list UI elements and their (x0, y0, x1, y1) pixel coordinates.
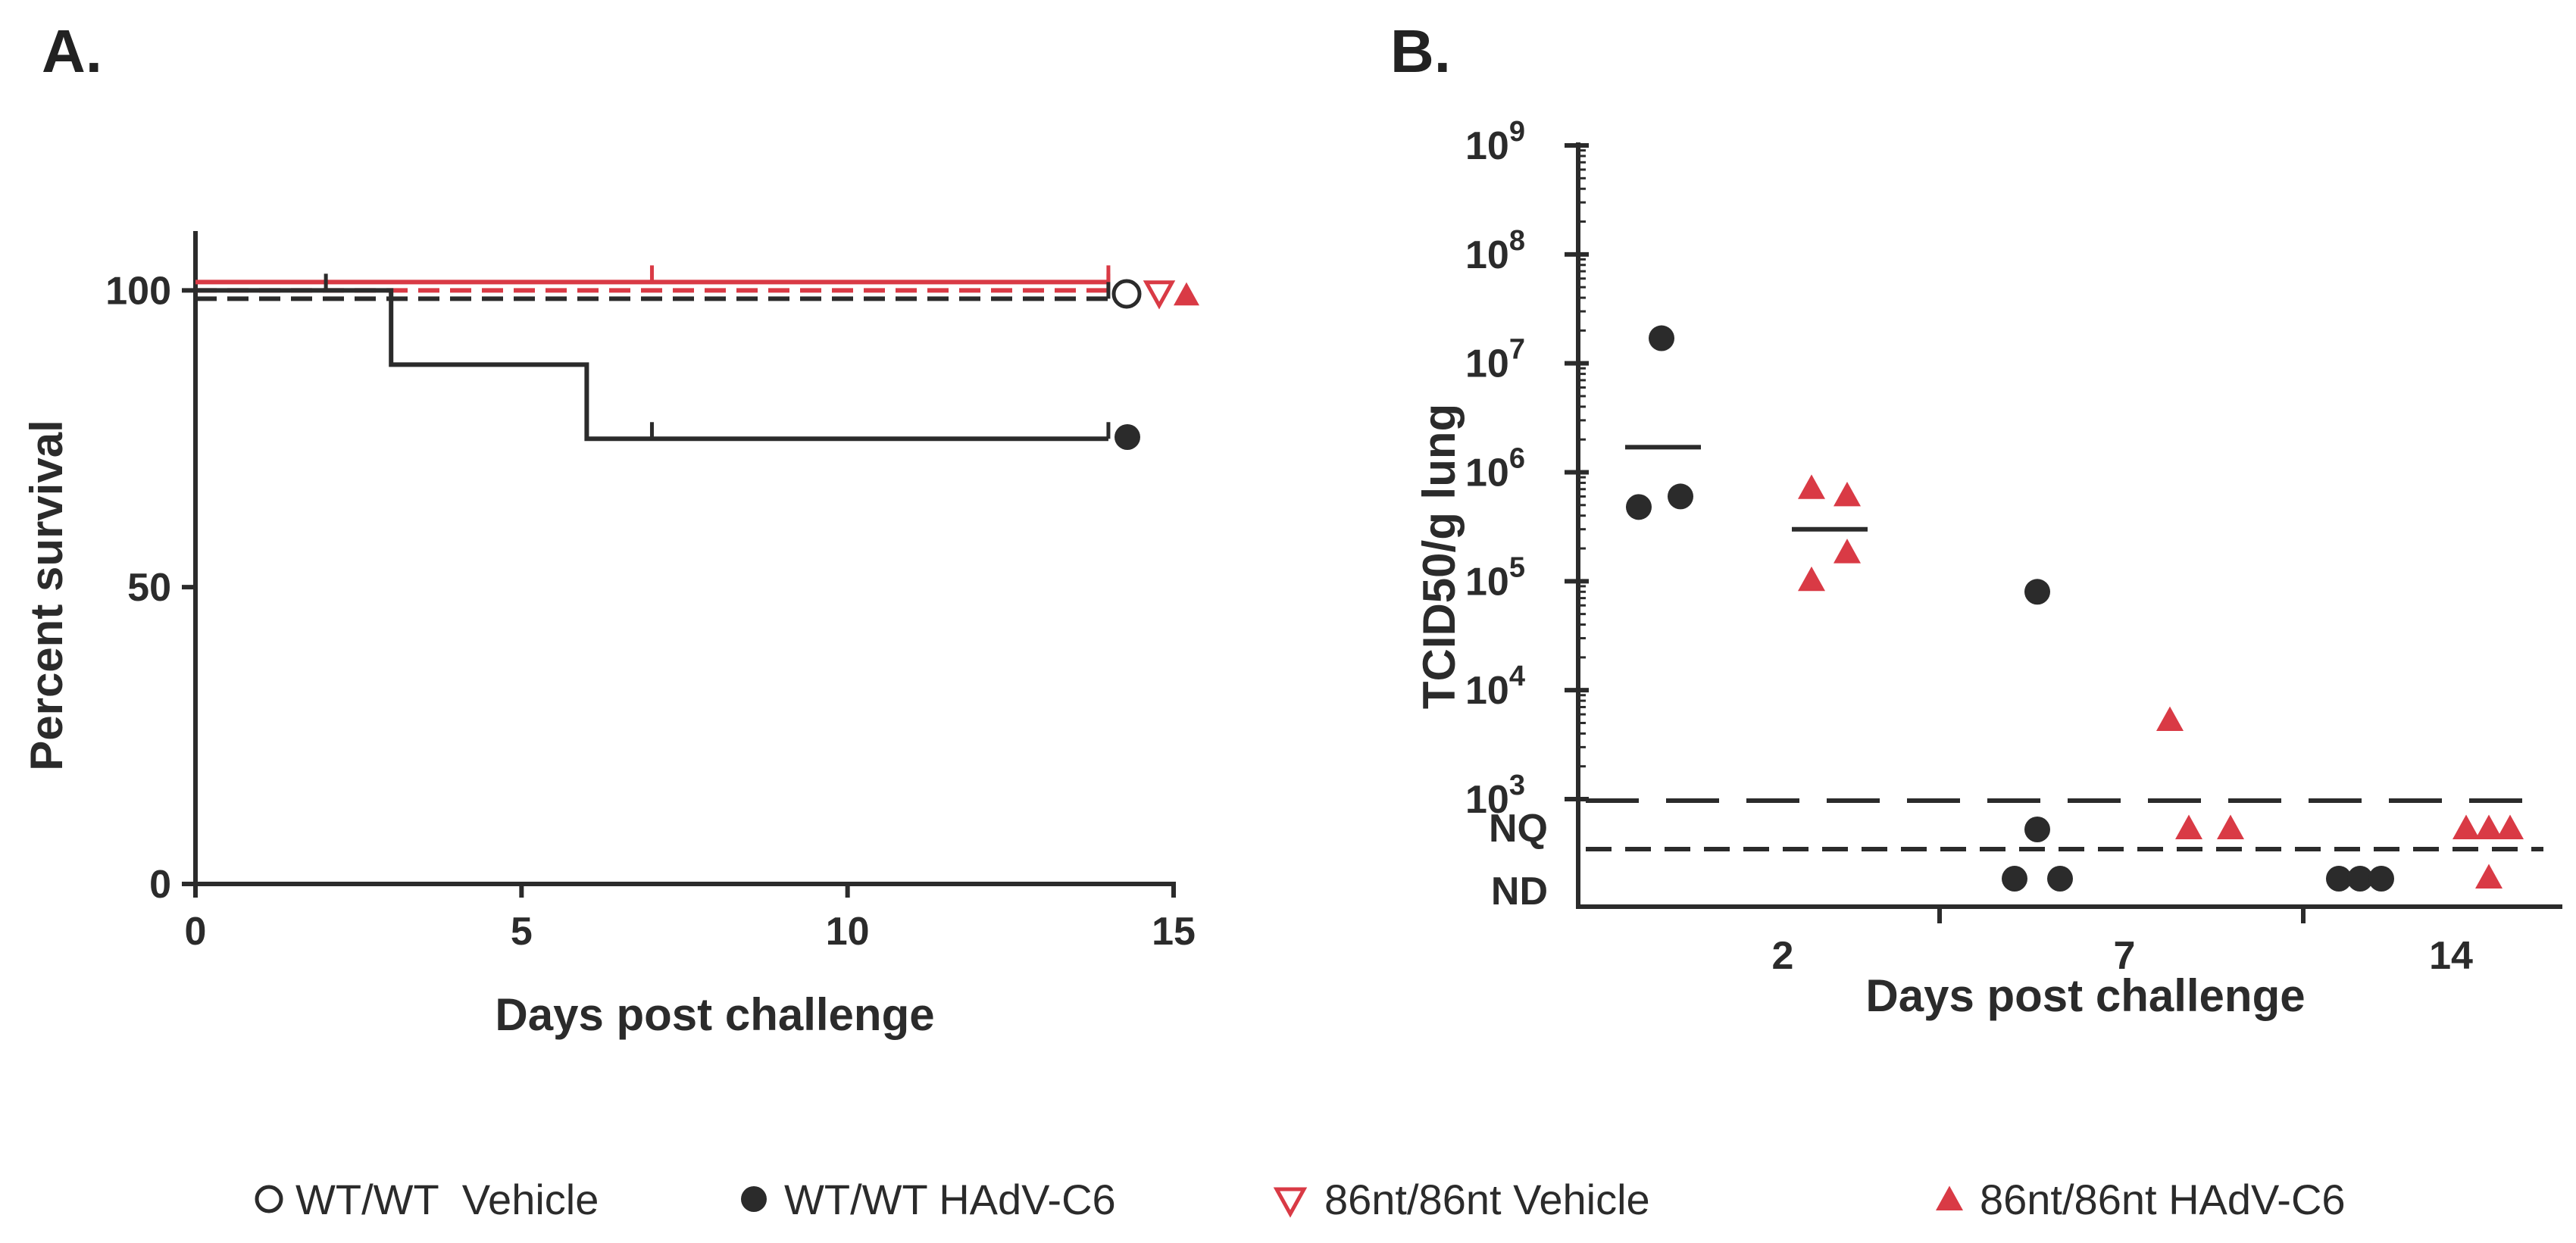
data-point (2024, 579, 2050, 605)
open-circle-icon (255, 1185, 283, 1213)
y-tick-label: 106 (1465, 443, 1525, 495)
series-mut-hadv (1792, 474, 2524, 889)
y-axis-title: TCID50/g lung (1414, 404, 1465, 709)
data-point (2002, 866, 2027, 892)
wt-vehicle-end-marker (1111, 279, 1142, 309)
data-point (1834, 539, 1861, 564)
data-point (2368, 866, 2394, 892)
y-tick-label: 105 (1465, 551, 1525, 604)
legend-item: 86nt/86nt HAdV-C6 (1936, 1176, 2346, 1223)
y-tick-label: 103 (1465, 770, 1525, 822)
data-point (2217, 814, 2244, 839)
x-tick-label: 7 (2114, 934, 2136, 978)
data-point (2156, 706, 2184, 731)
data-point (2496, 814, 2524, 839)
legend-item: WT/WT Vehicle (255, 1176, 599, 1223)
data-point (1834, 481, 1861, 507)
y-tick-label: 109 (1465, 116, 1525, 168)
x-tick-label: 2 (1772, 934, 1794, 978)
y-tick-label: 107 (1465, 334, 1525, 386)
series-wt-hadv (1625, 325, 2394, 892)
legend-label: WT/WT Vehicle (295, 1176, 599, 1223)
panel-b-label: B. (1390, 17, 1451, 85)
data-point (2175, 814, 2202, 839)
data-point (2453, 814, 2480, 839)
filled-triangle-icon (1936, 1185, 1963, 1210)
data-point (1626, 494, 1652, 520)
legend: WT/WT Vehicle WT/WT HAdV-C6 86nt/86nt Vehi… (255, 1176, 2346, 1223)
panel-a: A. 0 5 10 15 0 50 100 Days post challenge Percent… (21, 17, 1199, 1040)
y-tick-label: 108 (1465, 225, 1525, 277)
data-point (2347, 866, 2373, 892)
panel-a-label: A. (42, 17, 102, 85)
mut-hadv-end-marker (1174, 282, 1199, 306)
data-point (1668, 483, 1693, 510)
x-axis-title: Days post challenge (495, 989, 934, 1040)
open-triangle-icon (1273, 1187, 1308, 1218)
x-tick-label: 10 (826, 910, 870, 954)
x-tick-label: 0 (185, 910, 207, 954)
wt-hadv-end-marker (1114, 424, 1140, 450)
nd-label: ND (1491, 870, 1548, 914)
data-point (1649, 325, 1674, 351)
data-point (2326, 866, 2352, 892)
data-point (1798, 566, 1825, 592)
data-point (2475, 814, 2503, 839)
x-tick-label: 14 (2429, 934, 2473, 978)
nq-label: NQ (1489, 807, 1548, 851)
data-point (2047, 866, 2073, 892)
mut-vehicle-end-marker (1143, 280, 1176, 310)
data-point (2475, 864, 2503, 889)
y-tick-label: 0 (149, 863, 171, 907)
legend-item: WT/WT HAdV-C6 (741, 1176, 1116, 1223)
legend-label: 86nt/86nt Vehicle (1324, 1176, 1650, 1223)
y-tick-label: 50 (127, 566, 171, 610)
x-tick-label: 5 (511, 910, 533, 954)
data-point (1798, 474, 1825, 499)
survival-line (195, 288, 1108, 442)
legend-label: WT/WT HAdV-C6 (784, 1176, 1116, 1223)
x-axis-title: Days post challenge (1865, 970, 2305, 1021)
y-axis-title: Percent survival (21, 420, 72, 771)
line-end-markers (1111, 279, 1199, 450)
data-point (2024, 817, 2050, 842)
filled-circle-icon (741, 1186, 767, 1212)
legend-label: 86nt/86nt HAdV-C6 (1980, 1176, 2346, 1223)
x-tick-label: 15 (1152, 910, 1196, 954)
y-tick-label: 104 (1465, 661, 1525, 713)
legend-item: 86nt/86nt Vehicle (1273, 1176, 1650, 1223)
y-tick-label: 100 (105, 269, 171, 313)
panel-b: B. 103 104 105 106 107 108 109 NQ ND 2 7 14 Days post… (1390, 17, 2562, 1021)
